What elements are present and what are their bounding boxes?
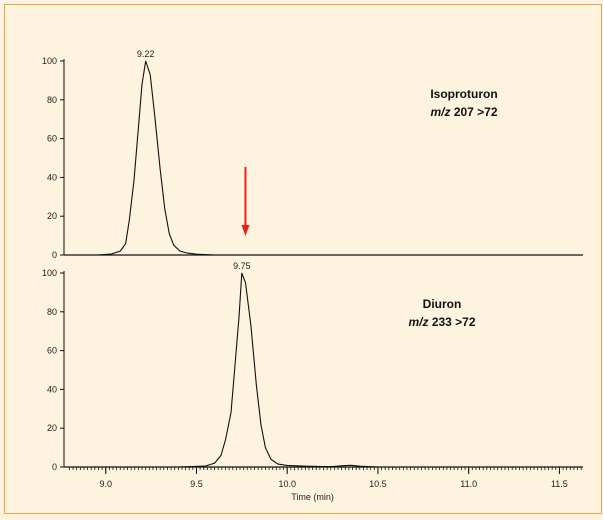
compound-label: Isoproturon: [430, 87, 497, 101]
chromatogram-chart: 0 20 40 60 80 100 9.22 Isoproturon m/z 207 >72 0 2…: [42, 49, 583, 502]
y-tick-label: 0: [52, 250, 57, 260]
x-tick-label: 10.0: [278, 479, 296, 489]
mz-prefix: m/z: [430, 105, 450, 119]
series-line: [64, 60, 583, 256]
y-tick-label: 80: [47, 95, 57, 105]
transition-label: m/z 233 >72: [408, 315, 475, 329]
y-tick-label: 60: [47, 346, 57, 356]
y-tick-label: 40: [47, 172, 57, 182]
transition-value: 233 >72: [428, 315, 475, 329]
chart-panel: 0 20 40 60 80 100 9.22 Isoproturon m/z 207 >72 0 2…: [4, 4, 602, 514]
y-tick-label: 100: [42, 56, 57, 66]
x-tick-label: 9.0: [99, 479, 112, 489]
y-tick-label: 60: [47, 134, 57, 144]
y-tick-label: 100: [42, 268, 57, 278]
transition-label: m/z 207 >72: [430, 105, 497, 119]
peak-label: 9.22: [137, 49, 155, 59]
y-tick-label: 20: [47, 211, 57, 221]
y-tick-label: 40: [47, 384, 57, 394]
compound-label: Diuron: [423, 297, 462, 311]
arrow-head: [241, 225, 250, 236]
transition-value: 207 >72: [450, 105, 497, 119]
y-tick-label: 80: [47, 307, 57, 317]
x-tick-label: 10.5: [369, 479, 387, 489]
peak-label: 9.75: [233, 261, 251, 271]
x-axis-label: Time (min): [291, 492, 334, 502]
x-tick-label: 11.0: [460, 479, 477, 489]
mz-prefix: m/z: [408, 315, 428, 329]
x-tick-label: 9.5: [190, 479, 203, 489]
series-line: [64, 272, 583, 468]
y-tick-label: 20: [47, 423, 57, 433]
y-tick-label: 0: [52, 462, 57, 472]
x-tick-label: 11.5: [551, 479, 568, 489]
